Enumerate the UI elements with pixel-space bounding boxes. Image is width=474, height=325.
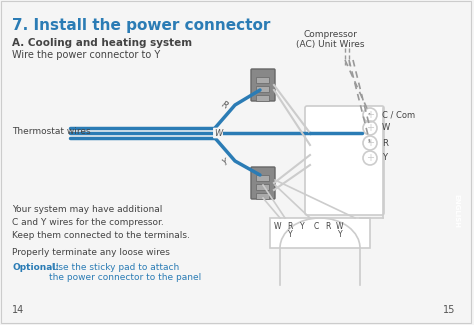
Text: C: C bbox=[313, 222, 319, 231]
FancyBboxPatch shape bbox=[251, 167, 275, 199]
Text: Properly terminate any loose wires: Properly terminate any loose wires bbox=[12, 248, 170, 257]
Text: 14: 14 bbox=[12, 305, 24, 315]
Text: Wire the power connector to Y: Wire the power connector to Y bbox=[12, 50, 160, 60]
Text: Y: Y bbox=[300, 222, 304, 231]
Text: R: R bbox=[325, 222, 331, 231]
Text: +: + bbox=[366, 110, 374, 120]
Text: Y: Y bbox=[220, 158, 229, 168]
Text: A. Cooling and heating system: A. Cooling and heating system bbox=[12, 38, 192, 48]
Text: R: R bbox=[382, 138, 388, 148]
Text: Y: Y bbox=[288, 230, 292, 239]
Text: Your system may have additional
C and Y wires for the compressor.
Keep them conn: Your system may have additional C and Y … bbox=[12, 205, 190, 240]
Text: Thermostat wires: Thermostat wires bbox=[12, 126, 91, 136]
Text: W: W bbox=[336, 222, 344, 231]
Text: +: + bbox=[366, 153, 374, 163]
FancyBboxPatch shape bbox=[251, 69, 275, 101]
Bar bbox=[270, 218, 370, 248]
Text: Use the sticky pad to attach
the power connector to the panel: Use the sticky pad to attach the power c… bbox=[49, 263, 201, 282]
FancyBboxPatch shape bbox=[256, 86, 270, 93]
FancyBboxPatch shape bbox=[305, 106, 384, 215]
Text: ENGLISH: ENGLISH bbox=[453, 194, 459, 228]
Text: R: R bbox=[220, 100, 230, 110]
FancyBboxPatch shape bbox=[256, 185, 270, 190]
Text: R: R bbox=[287, 222, 292, 231]
FancyBboxPatch shape bbox=[256, 193, 270, 200]
Text: Y: Y bbox=[337, 230, 342, 239]
Text: Y: Y bbox=[382, 153, 387, 162]
Text: 15: 15 bbox=[443, 305, 455, 315]
Text: W: W bbox=[274, 222, 282, 231]
Text: +: + bbox=[366, 123, 374, 133]
Text: +: + bbox=[366, 138, 374, 148]
Text: W: W bbox=[382, 124, 390, 133]
Text: W: W bbox=[214, 128, 222, 137]
FancyBboxPatch shape bbox=[256, 96, 270, 101]
Text: Optional:: Optional: bbox=[12, 263, 59, 272]
FancyBboxPatch shape bbox=[256, 77, 270, 84]
Text: Compressor
(AC) Unit Wires: Compressor (AC) Unit Wires bbox=[296, 30, 364, 49]
Text: 7. Install the power connector: 7. Install the power connector bbox=[12, 18, 270, 33]
Text: C / Com: C / Com bbox=[382, 111, 415, 120]
FancyBboxPatch shape bbox=[256, 176, 270, 181]
